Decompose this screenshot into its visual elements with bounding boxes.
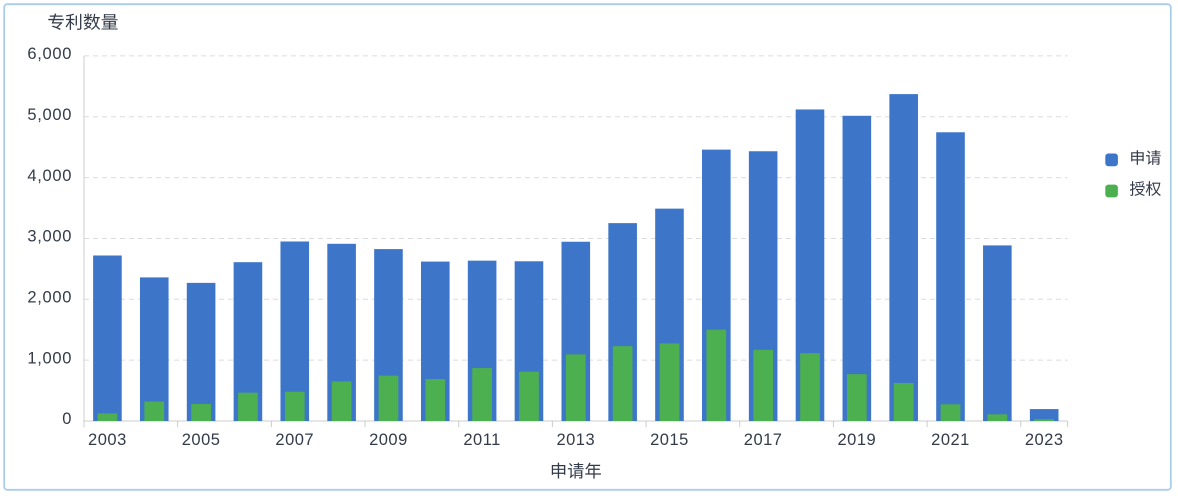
svg-text:5,000: 5,000 <box>27 106 72 124</box>
svg-text:1,000: 1,000 <box>27 349 72 367</box>
svg-text:2011: 2011 <box>463 431 500 449</box>
svg-text:2009: 2009 <box>369 431 408 449</box>
svg-text:2005: 2005 <box>182 431 221 449</box>
svg-text:2023: 2023 <box>1025 431 1064 449</box>
svg-text:4,000: 4,000 <box>27 167 72 185</box>
svg-text:3,000: 3,000 <box>27 228 72 246</box>
svg-text:2017: 2017 <box>744 431 783 449</box>
svg-text:2003: 2003 <box>88 431 127 449</box>
svg-text:2019: 2019 <box>837 431 876 449</box>
svg-text:0: 0 <box>62 410 72 428</box>
svg-text:2013: 2013 <box>556 431 595 449</box>
svg-text:2021: 2021 <box>931 431 970 449</box>
svg-text:6,000: 6,000 <box>27 45 72 63</box>
svg-text:2,000: 2,000 <box>27 289 72 307</box>
svg-text:2015: 2015 <box>650 431 689 449</box>
svg-text:2007: 2007 <box>275 431 314 449</box>
